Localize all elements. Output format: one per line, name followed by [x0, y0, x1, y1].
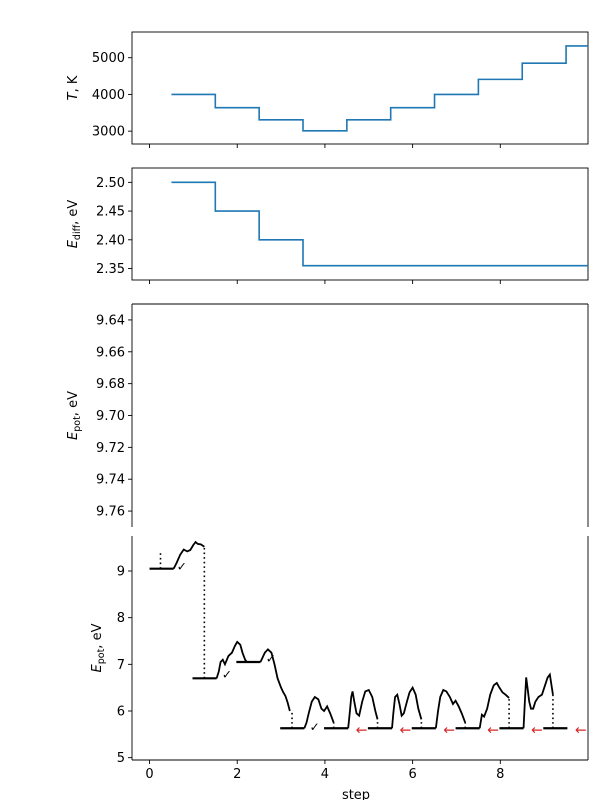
accept-mark: ✓ [266, 651, 276, 665]
x-axis-label: step [342, 788, 370, 800]
diffusion-energy-y-axis-label: Ediff, eV [66, 200, 83, 249]
energy-path-curve [347, 688, 379, 729]
x-tick-label: 6 [408, 767, 416, 782]
energy-path-curve [215, 640, 248, 679]
x-tick-label: 4 [321, 767, 329, 782]
y-tick-label: 9.70 [96, 409, 125, 424]
diffusion-energy-plot-frame [131, 167, 589, 281]
temperature-series-line [171, 45, 588, 132]
energy-path-curve [259, 648, 291, 712]
energy-path-curve [478, 681, 510, 729]
y-tick-label: 9 [117, 565, 125, 580]
energy-path-curve [522, 672, 554, 729]
y-tick-label: 5000 [92, 51, 125, 66]
y-tick-label: 2.50 [96, 176, 125, 191]
y-tick-label: 2.40 [96, 233, 125, 248]
reject-arrow-mark: ← [443, 723, 455, 739]
reject-arrow-mark: ← [531, 723, 543, 739]
x-tick-label: 8 [496, 767, 504, 782]
y-tick-label: 9.66 [96, 345, 125, 360]
y-tick-label: 6 [117, 705, 125, 720]
y-tick-label: 9.76 [96, 505, 125, 520]
diffusion-energy-panel: 2.35 2.40 2.45 2.50 Ediff, eV [66, 167, 589, 284]
lower-potential-y-axis-label: Epot, eV [90, 623, 107, 672]
energy-path-curve [172, 540, 205, 570]
x-tick-label: 0 [145, 767, 153, 782]
y-tick-label: 9.68 [96, 377, 125, 392]
upper-potential-y-axis-label: Epot, eV [66, 391, 83, 440]
y-tick-label: 9.74 [96, 473, 125, 488]
y-tick-label: 5 [117, 751, 125, 766]
y-tick-label: 8 [117, 611, 125, 626]
accept-mark: ✓ [310, 720, 320, 734]
y-tick-label: 4000 [92, 88, 125, 103]
reject-arrow-mark: ← [575, 723, 587, 739]
y-tick-label: 9.72 [96, 441, 125, 456]
reject-arrow-mark: ← [487, 723, 499, 739]
y-tick-label: 2.35 [96, 262, 125, 277]
y-tick-label: 7 [117, 658, 125, 673]
diffusion-energy-series-line [171, 181, 588, 267]
temperature-plot-frame [131, 31, 589, 145]
y-tick-label: 9.64 [96, 313, 125, 328]
energy-path-curve [434, 688, 467, 729]
energy-path-curve [391, 685, 423, 729]
reject-arrow-mark: ← [356, 723, 368, 739]
temperature-panel: 3000 4000 5000 T, K [66, 31, 589, 148]
temperature-y-axis-label: T, K [66, 75, 81, 100]
energy-path-curve [303, 695, 335, 729]
accept-mark: ✓ [177, 559, 187, 573]
x-tick-label: 2 [233, 767, 241, 782]
potential-energy-panel: 9.64 9.66 9.68 9.70 9.72 9.74 9.76 5 6 7 8 9 0 2 4 6 8 ✓ ✓… [66, 303, 589, 800]
accept-mark: ✓ [222, 668, 232, 682]
y-tick-label: 2.45 [96, 205, 125, 220]
y-tick-label: 3000 [92, 125, 125, 140]
reject-arrow-mark: ← [399, 723, 411, 739]
